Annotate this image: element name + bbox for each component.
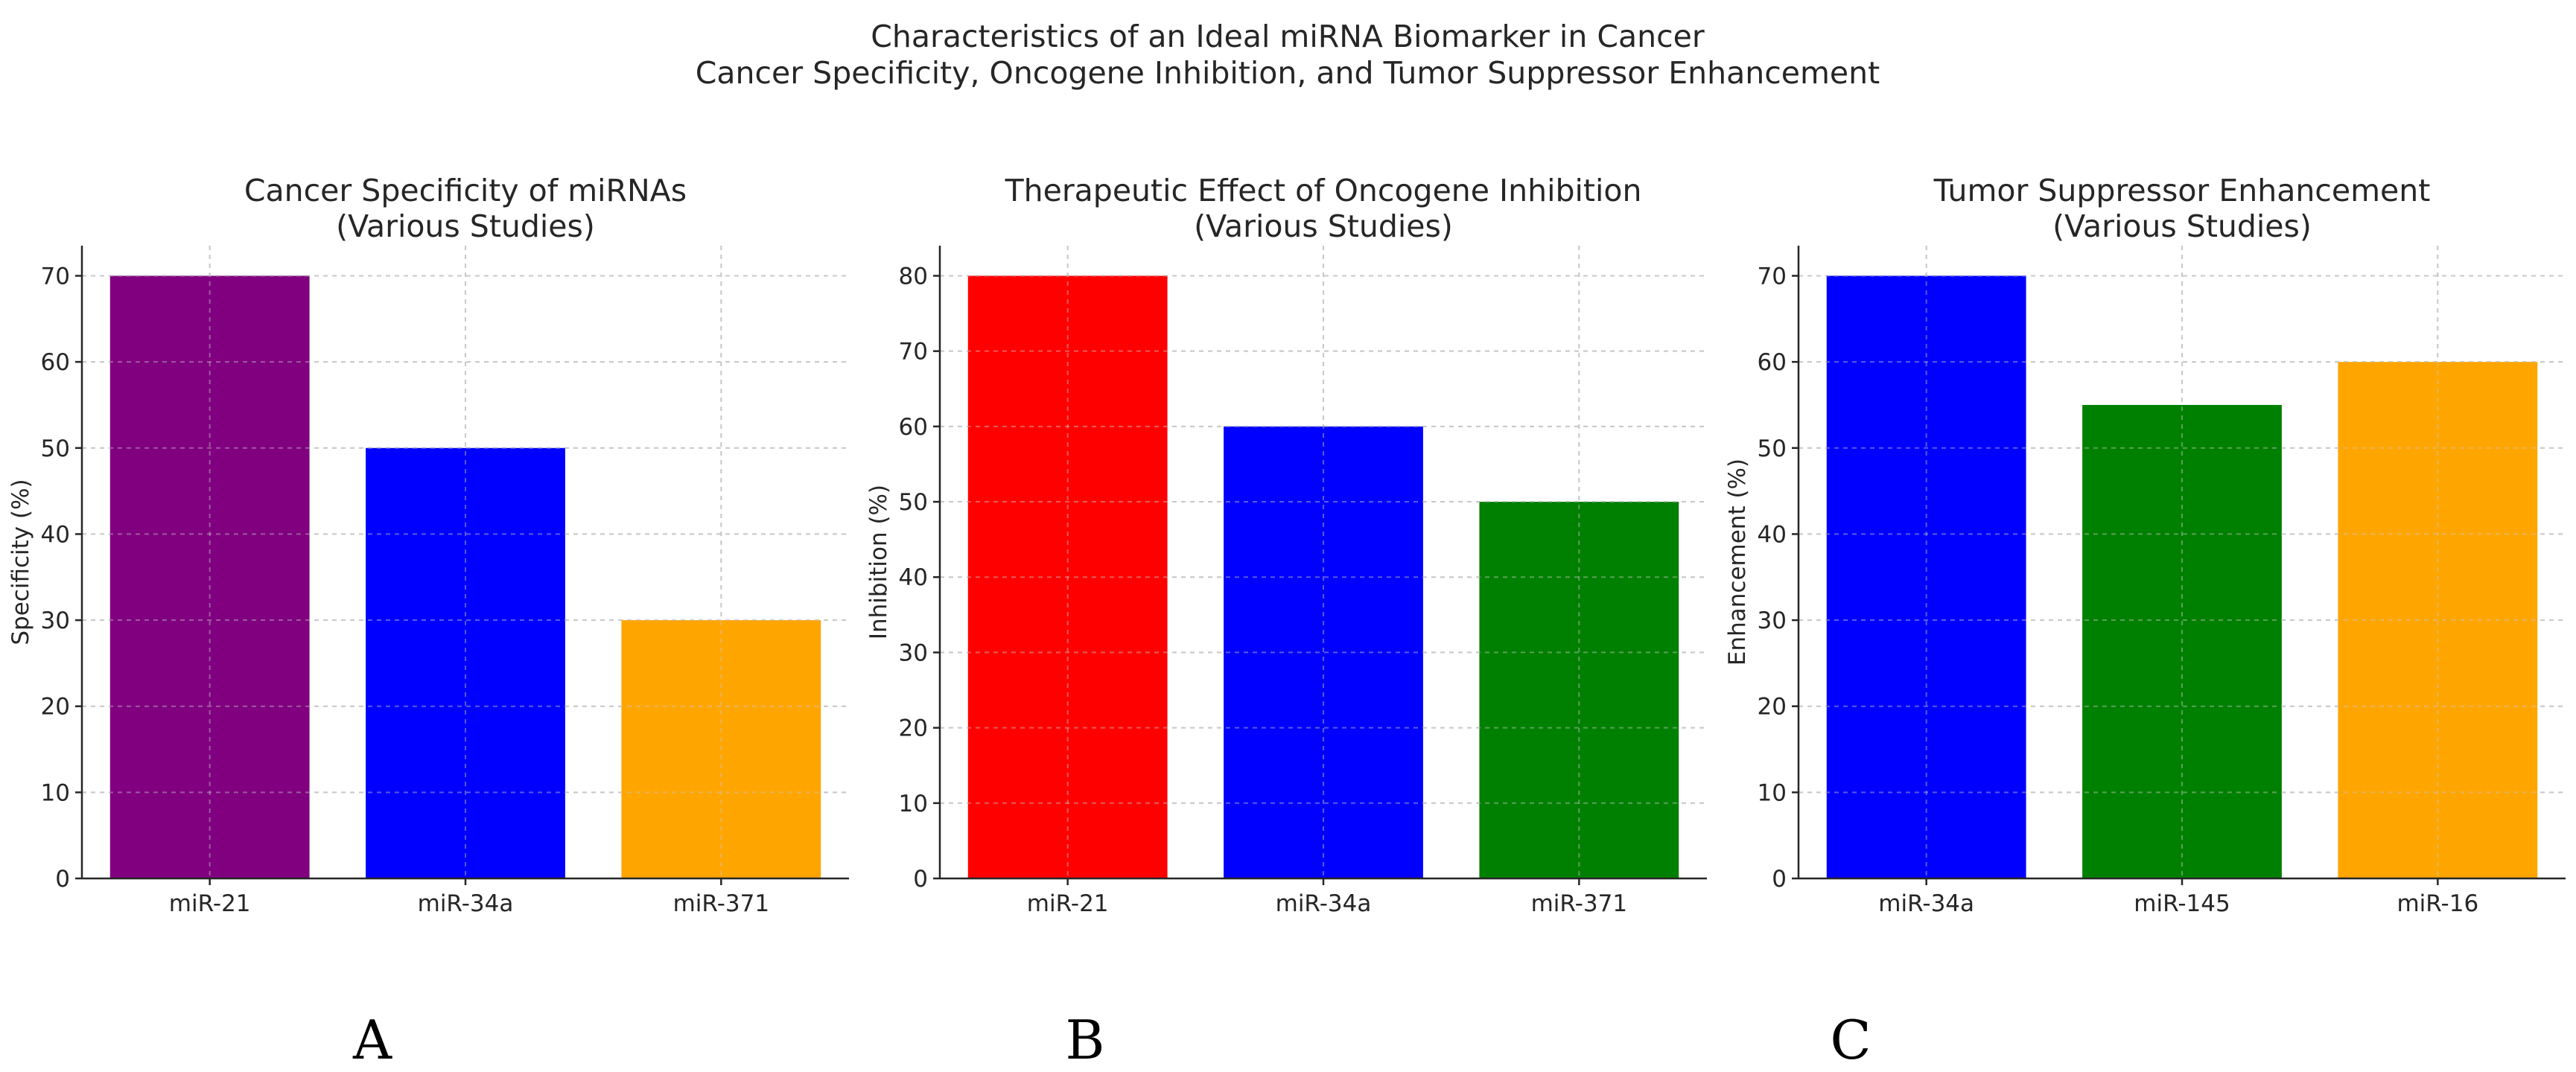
panel-b-bar-mir-371 xyxy=(1479,502,1679,878)
panel-c-bar-mir-16 xyxy=(2338,362,2538,878)
panel-b-title-line-1: Therapeutic Effect of Oncogene Inhibitio… xyxy=(1005,173,1642,208)
panel-a-title-line-1: Cancer Specificity of miRNAs xyxy=(244,173,687,208)
panel-b-ytick-label-20: 20 xyxy=(899,715,928,742)
panel-a-ytick-label-20: 20 xyxy=(41,694,70,721)
panel-b-bar-mir-21 xyxy=(967,275,1168,878)
panel-a-ytick-label-60: 60 xyxy=(41,349,70,376)
panel-c-letter: C xyxy=(1830,1009,1871,1071)
panel-c-ytick-label-40: 40 xyxy=(1758,521,1787,548)
panel-c-ytick-label-0: 0 xyxy=(1772,866,1787,893)
panel-b-ytick-label-10: 10 xyxy=(899,791,928,817)
panel-a-xtick-label-mir-34a: miR-34a xyxy=(418,890,514,917)
panel-a-ytick-label-50: 50 xyxy=(41,436,70,462)
panel-a: Cancer Specificity of miRNAs(Various Stu… xyxy=(7,173,849,1071)
panel-b-xtick-label-mir-34a: miR-34a xyxy=(1276,890,1372,917)
panel-c-xtick-label-mir-16: miR-16 xyxy=(2397,890,2478,917)
panel-c-ytick-label-60: 60 xyxy=(1758,349,1787,376)
panel-b-ytick-label-0: 0 xyxy=(913,866,928,893)
panel-b-ytick-label-30: 30 xyxy=(899,639,928,666)
panel-a-ytick-label-70: 70 xyxy=(41,263,70,290)
panel-c-bar-mir-145 xyxy=(2082,404,2282,878)
panel-a-title-line-2: (Various Studies) xyxy=(336,208,595,244)
panel-b-ytick-label-60: 60 xyxy=(899,414,928,441)
panel-c-ytick-label-70: 70 xyxy=(1758,263,1787,290)
panel-b-xtick-label-mir-21: miR-21 xyxy=(1027,890,1109,917)
panel-c-ytick-label-10: 10 xyxy=(1758,779,1787,806)
figure-suptitle-line-2: Cancer Specificity, Oncogene Inhibition,… xyxy=(696,55,1880,91)
panel-c-xtick-label-mir-145: miR-145 xyxy=(2134,890,2230,917)
panel-a-bar-mir-34a xyxy=(366,447,565,878)
panel-a-bar-mir-21 xyxy=(109,275,310,878)
chart-panels: Cancer Specificity of miRNAs(Various Stu… xyxy=(7,173,2566,1071)
panel-a-xtick-label-mir-371: miR-371 xyxy=(673,890,769,917)
panel-b-ytick-label-70: 70 xyxy=(899,339,928,366)
panel-b-ylabel: Inhibition (%) xyxy=(865,485,892,639)
panel-c-ytick-label-50: 50 xyxy=(1758,436,1787,462)
panel-a-ytick-label-40: 40 xyxy=(41,521,70,548)
panel-c-xtick-label-mir-34a: miR-34a xyxy=(1878,890,1974,917)
figure-suptitle-line-1: Characteristics of an Ideal miRNA Biomar… xyxy=(871,19,1705,54)
panel-a-bar-mir-371 xyxy=(621,620,821,878)
panel-c: Tumor Suppressor Enhancement(Various Stu… xyxy=(1724,173,2566,1071)
panel-c-ylabel: Enhancement (%) xyxy=(1724,459,1751,666)
panel-c-ytick-label-30: 30 xyxy=(1758,607,1787,634)
panel-c-ytick-label-20: 20 xyxy=(1758,694,1787,721)
panel-b-ytick-label-80: 80 xyxy=(899,263,928,290)
panel-a-ytick-label-30: 30 xyxy=(41,607,70,634)
panel-a-ytick-label-0: 0 xyxy=(55,866,70,893)
panel-c-title-line-1: Tumor Suppressor Enhancement xyxy=(1933,173,2431,208)
panel-b-xtick-label-mir-371: miR-371 xyxy=(1531,890,1627,917)
panel-a-xtick-label-mir-21: miR-21 xyxy=(169,890,251,917)
panel-c-bar-mir-34a xyxy=(1826,275,2026,878)
panel-c-title-line-2: (Various Studies) xyxy=(2052,208,2312,244)
panel-b-title-line-2: (Various Studies) xyxy=(1194,208,1453,244)
panel-a-letter: A xyxy=(352,1009,392,1071)
panel-b-bar-mir-34a xyxy=(1224,426,1423,878)
panel-b-letter: B xyxy=(1066,1009,1105,1071)
panel-b-ytick-label-40: 40 xyxy=(899,564,928,591)
panel-a-ytick-label-10: 10 xyxy=(41,779,70,806)
panel-b-ytick-label-50: 50 xyxy=(899,489,928,516)
panel-a-ylabel: Specificity (%) xyxy=(7,479,34,645)
panel-b: Therapeutic Effect of Oncogene Inhibitio… xyxy=(865,173,1707,1071)
